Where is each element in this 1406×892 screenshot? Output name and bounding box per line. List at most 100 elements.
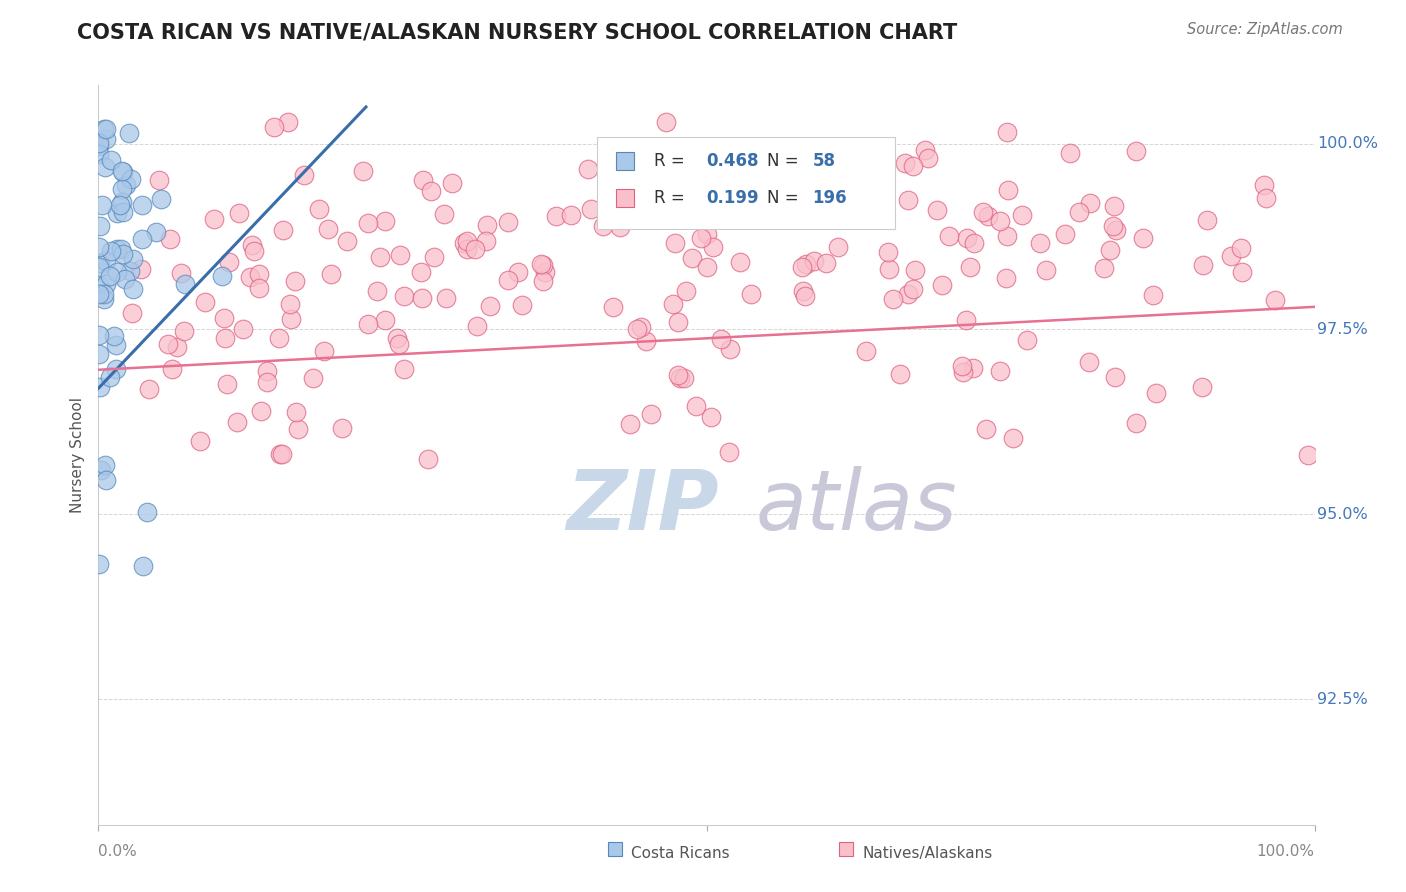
Text: 97.5%: 97.5% [1317, 321, 1368, 336]
Point [357, 216, 380, 230]
Point [1028, 235, 1050, 250]
Point [1011, 208, 1033, 222]
Point [560, 208, 582, 222]
Point [959, 260, 981, 274]
Point [394, 289, 416, 303]
Point [974, 422, 997, 436]
Text: N =: N = [768, 189, 804, 207]
Point [897, 286, 920, 301]
Point [131, 197, 153, 211]
Point [889, 367, 911, 381]
Point [1054, 227, 1077, 241]
Point [89, 219, 111, 234]
Text: 100.0%: 100.0% [1317, 136, 1378, 152]
Point [256, 376, 278, 390]
Point [1104, 370, 1126, 384]
Point [453, 235, 475, 250]
Point [718, 444, 741, 458]
Point [592, 219, 614, 233]
Point [772, 182, 794, 196]
Point [479, 299, 502, 313]
Point [314, 344, 336, 359]
Point [89, 558, 111, 572]
Point [962, 361, 984, 376]
Point [882, 292, 904, 306]
Point [93, 122, 115, 136]
Point [135, 504, 157, 518]
Point [385, 331, 408, 345]
Point [433, 207, 456, 221]
Point [740, 287, 762, 301]
Point [787, 182, 810, 196]
Point [132, 559, 155, 574]
Point [830, 195, 852, 210]
Point [121, 305, 143, 319]
Point [226, 415, 249, 429]
Point [114, 272, 136, 286]
Point [411, 291, 433, 305]
Point [232, 322, 254, 336]
Point [995, 229, 1018, 244]
Point [1253, 178, 1275, 192]
Point [166, 340, 188, 354]
Point [120, 171, 142, 186]
Point [1092, 260, 1115, 275]
Point [89, 286, 111, 301]
Point [897, 193, 920, 207]
Point [94, 277, 117, 292]
Point [87, 278, 110, 293]
Point [267, 331, 290, 345]
Point [100, 153, 122, 168]
Point [681, 251, 703, 265]
Text: 92.5%: 92.5% [1317, 691, 1368, 706]
Text: 196: 196 [813, 189, 846, 207]
Point [534, 265, 557, 279]
Text: R =: R = [654, 152, 690, 170]
Point [1142, 288, 1164, 302]
Point [284, 405, 307, 419]
Point [1296, 448, 1319, 462]
Point [623, 200, 645, 214]
Point [211, 268, 233, 283]
Point [387, 337, 409, 351]
Point [287, 422, 309, 436]
Point [217, 377, 239, 392]
Point [319, 267, 342, 281]
Point [94, 473, 117, 487]
Point [94, 458, 117, 472]
Point [87, 139, 110, 153]
Point [247, 267, 270, 281]
Point [997, 183, 1019, 197]
Point [1195, 213, 1218, 227]
Point [110, 198, 132, 212]
Point [87, 240, 110, 254]
Point [416, 452, 439, 467]
Point [335, 234, 357, 248]
Point [914, 144, 936, 158]
Point [157, 336, 180, 351]
Point [456, 234, 478, 248]
Point [972, 204, 994, 219]
Point [366, 284, 388, 298]
Point [131, 232, 153, 246]
Point [105, 362, 128, 376]
Point [94, 132, 117, 146]
Point [103, 329, 125, 343]
Point [228, 205, 250, 219]
Point [952, 365, 974, 379]
Point [1098, 243, 1121, 257]
FancyBboxPatch shape [598, 136, 896, 229]
Point [689, 230, 711, 244]
Point [1015, 333, 1038, 347]
Text: N =: N = [768, 152, 804, 170]
Point [988, 364, 1011, 378]
Point [174, 277, 197, 291]
Point [619, 417, 641, 431]
Point [956, 231, 979, 245]
Point [997, 125, 1019, 139]
Point [249, 403, 271, 417]
Point [243, 244, 266, 258]
Point [373, 313, 395, 327]
Point [239, 270, 262, 285]
Point [148, 173, 170, 187]
